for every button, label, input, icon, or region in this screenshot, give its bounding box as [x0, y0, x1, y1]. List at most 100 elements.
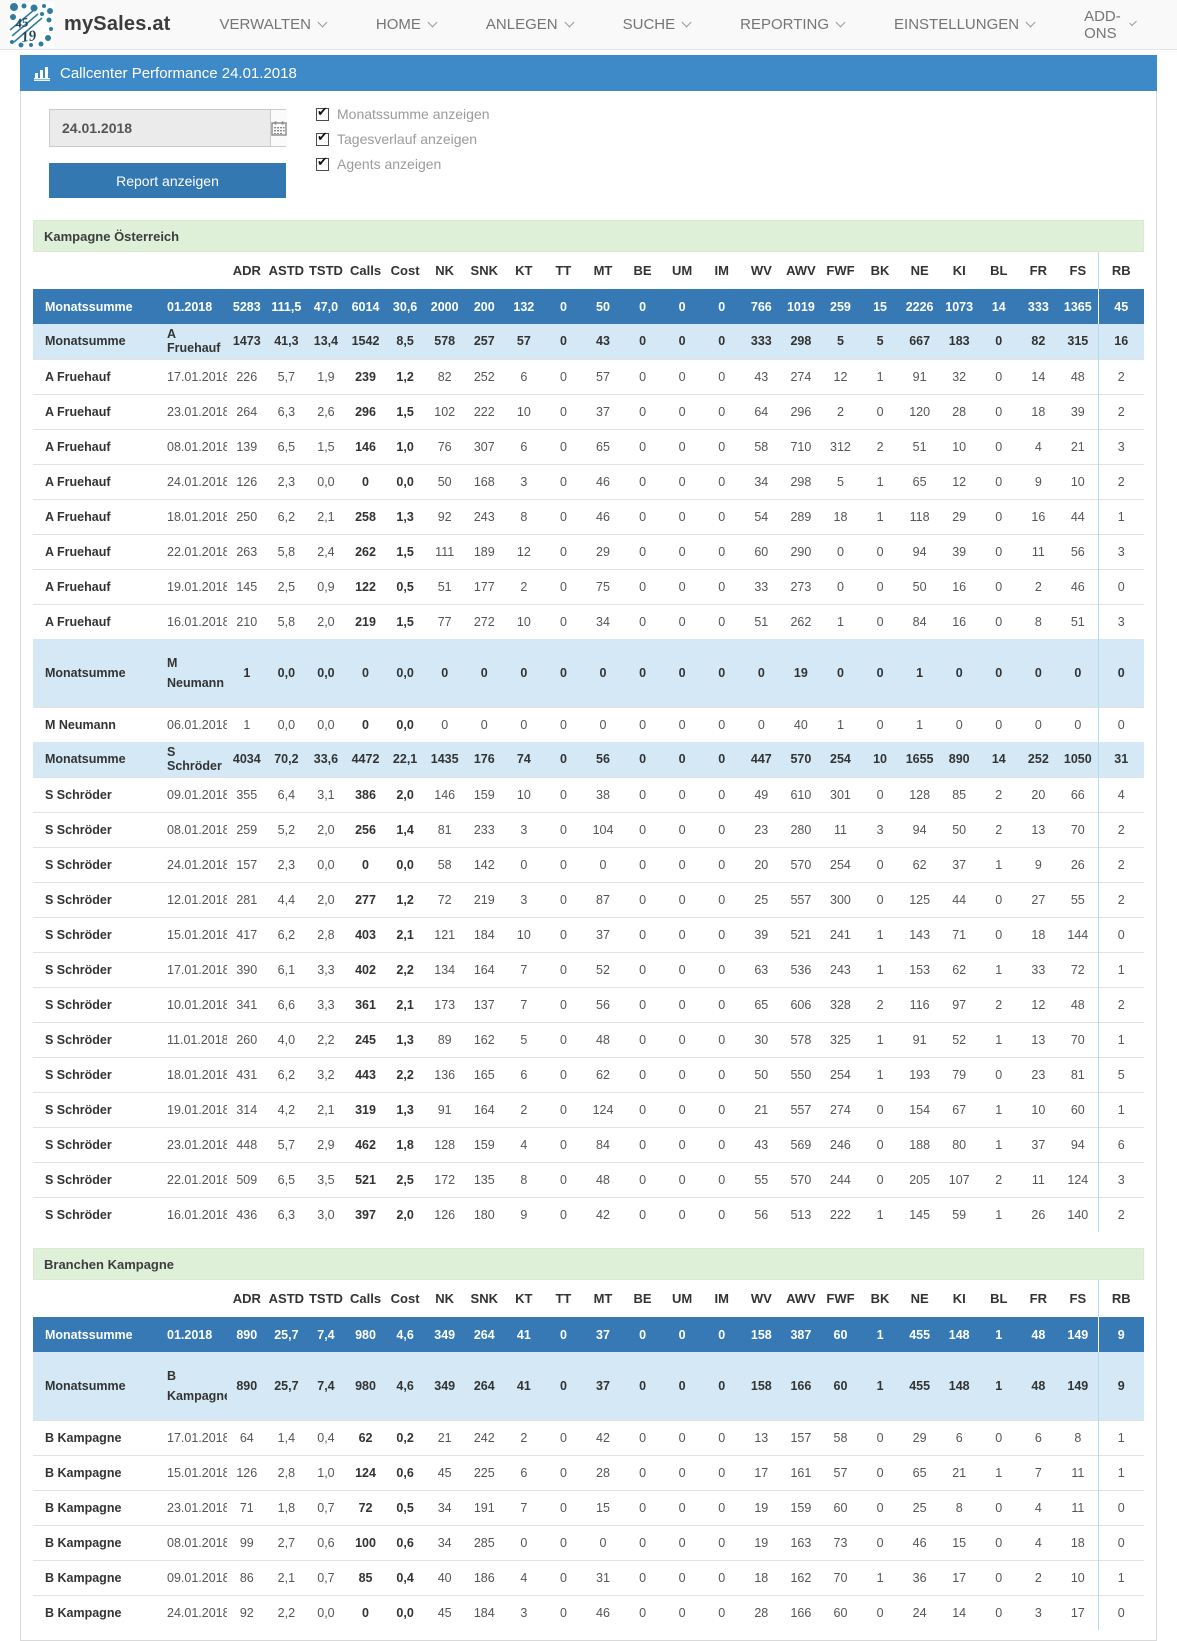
table-cell: 0,0 [277, 665, 296, 680]
table-cell: 72 [1070, 962, 1085, 977]
table-cell: 0 [480, 665, 488, 680]
checkmark-icon[interactable] [316, 154, 329, 171]
column-header: NK [424, 252, 465, 289]
table-cell: 0 [876, 1172, 884, 1187]
nav-item-home[interactable]: HOME [351, 0, 461, 50]
table-cell: 5 [1097, 1057, 1144, 1092]
nav-item-logout[interactable]: LOGOUT [1161, 0, 1177, 50]
table-cell: 349 [434, 1327, 456, 1342]
table-cell: 0 [559, 822, 567, 837]
table-cell: 259 [236, 822, 258, 837]
table-cell: 1050 [1063, 752, 1092, 767]
table-cell: 0 [1097, 639, 1144, 707]
table-cell: 6 [1097, 1127, 1144, 1162]
table-cell: 82 [1031, 334, 1046, 349]
nav-item-verwalten[interactable]: VERWALTEN [195, 0, 351, 50]
table-cell: 0 [599, 665, 607, 680]
table-cell: 4,6 [396, 1327, 414, 1342]
table-cell: 2,0 [396, 1207, 414, 1222]
table-cell: 10 [873, 752, 887, 767]
table-row: A Fruehauf 19.01.2018 145 2,5 0,9 122 0,5 51 177… [33, 569, 1144, 604]
table-cell: 9 [1117, 1327, 1125, 1342]
table-cell: 0 [718, 474, 726, 489]
table-cell: 1473 [232, 334, 261, 349]
table-cell: 0,2 [396, 1430, 414, 1445]
table-cell: 23 [754, 822, 769, 837]
table-cell: 570 [790, 857, 812, 872]
table-cell: 193 [909, 1067, 931, 1082]
table-cell: 0 [639, 579, 647, 594]
table-cell: 86 [239, 1570, 254, 1585]
table-cell: 0 [559, 1067, 567, 1082]
table-cell: 9 [1034, 857, 1042, 872]
table-cell: 2,5 [396, 1172, 414, 1187]
table-cell: 134 [434, 962, 456, 977]
column-header [33, 252, 155, 289]
table-cell: 2,0 [317, 822, 335, 837]
table-cell: 128 [434, 1137, 456, 1152]
table-cell: 4,4 [277, 892, 296, 907]
table-cell: 0 [718, 1605, 726, 1620]
nav-item-add-ons[interactable]: ADD-ONS [1059, 0, 1161, 50]
table-cell: 164 [473, 962, 495, 977]
table-cell: 5 [876, 334, 884, 349]
table-cell: 0 [362, 665, 369, 680]
table-cell: 355 [236, 787, 258, 802]
nav-item-suche[interactable]: SUCHE [598, 0, 716, 50]
table-cell: 23.01.2018 [167, 1137, 227, 1152]
table-row: A Fruehauf 16.01.2018 210 5,8 2,0 219 1,5 77 272… [33, 604, 1144, 639]
checkbox-agents[interactable]: Agents anzeigen [316, 154, 490, 172]
svg-text:45: 45 [13, 14, 29, 31]
checkmark-icon[interactable] [316, 129, 329, 146]
report-anzeigen-button[interactable]: Report anzeigen [49, 163, 286, 198]
table-row: S Schröder 12.01.2018 281 4,4 2,0 277 1,2 72 219… [33, 882, 1144, 917]
table-cell: 254 [830, 752, 851, 767]
table-cell: 148 [948, 1327, 970, 1342]
chevron-down-icon [317, 17, 328, 28]
chevron-down-icon [427, 17, 438, 28]
table-cell: 14 [991, 752, 1006, 767]
date-input[interactable] [50, 110, 270, 146]
table-cell: 0 [718, 962, 726, 977]
table-cell: 22.01.2018 [167, 1172, 227, 1187]
table-cell: 0 [362, 1605, 369, 1620]
table-cell: 2 [1097, 359, 1144, 394]
table-cell: 57 [596, 369, 610, 384]
checkmark-icon[interactable] [316, 104, 329, 121]
calendar-icon-button[interactable] [270, 110, 287, 146]
table-cell: 20 [754, 857, 769, 872]
table-cell: 264 [236, 404, 258, 419]
table-cell: 161 [790, 1465, 812, 1480]
table-cell: 40 [437, 1570, 452, 1585]
table-cell: 56 [596, 752, 610, 767]
table-cell: 19 [754, 1500, 769, 1515]
table-cell: 0 [678, 717, 686, 732]
table-cell: 0 [718, 927, 726, 942]
nav-item-anlegen[interactable]: ANLEGEN [461, 0, 598, 50]
table-cell: 1,4 [396, 822, 414, 837]
table-cell: 172 [434, 1172, 456, 1187]
nav-item-einstellungen[interactable]: EINSTELLUNGEN [869, 0, 1059, 50]
table-cell: A Fruehauf [45, 439, 111, 454]
column-header: TT [543, 252, 584, 289]
checkbox-monatssumme[interactable]: Monatssumme anzeigen [316, 104, 490, 122]
table-cell: B Kampagne [45, 1430, 122, 1445]
brand[interactable]: 45 19 mySales.at [8, 1, 171, 48]
table-cell: 122 [355, 579, 376, 594]
table-cell: 1 [876, 1378, 884, 1393]
table-cell: 2,3 [277, 474, 296, 489]
table-cell: 0 [559, 544, 567, 559]
table-cell: 239 [355, 369, 376, 384]
table-cell: 10 [516, 787, 531, 802]
table-cell: 40 [793, 717, 808, 732]
table-row: S Schröder 11.01.2018 260 4,0 2,2 245 1,3 89 162… [33, 1022, 1144, 1057]
nav-item-reporting[interactable]: REPORTING [715, 0, 869, 50]
table-cell: 0 [995, 1535, 1003, 1550]
table-cell: 162 [473, 1032, 495, 1047]
checkbox-tagesverlauf[interactable]: Tagesverlauf anzeigen [316, 129, 490, 147]
table-cell: 11 [1031, 544, 1045, 559]
table-cell: 2,1 [277, 1570, 296, 1585]
table-cell: 1,5 [396, 544, 414, 559]
table-cell: 2,0 [317, 892, 335, 907]
table-cell: 0 [639, 997, 647, 1012]
